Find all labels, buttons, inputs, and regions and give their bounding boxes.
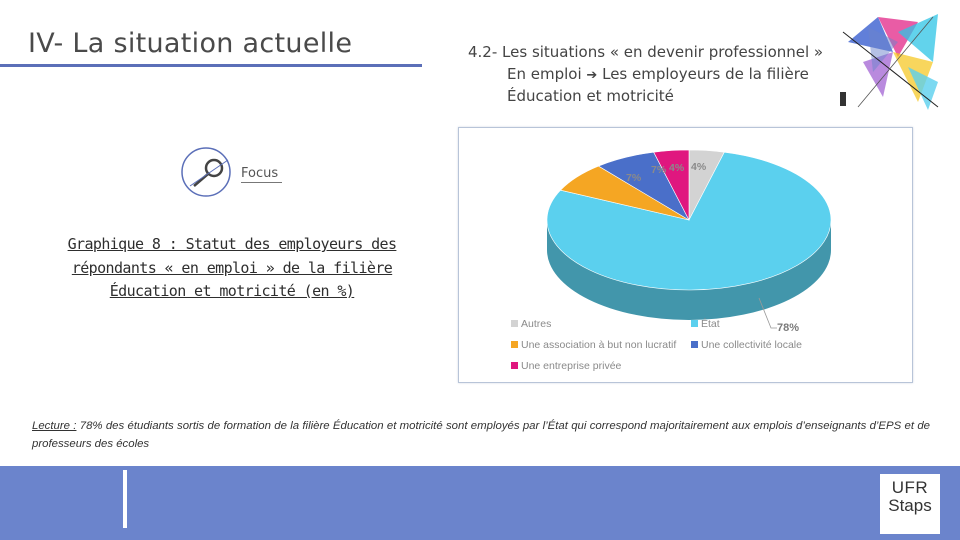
pie-slice-4	[653, 149, 690, 221]
legend-swatch-1	[691, 319, 698, 327]
legend-item-3: Une collectivité locale	[691, 339, 802, 351]
legend-item-4: Une entreprise privée	[511, 360, 621, 372]
logo-line-1: UFR	[891, 478, 929, 497]
pie-slice-side-1	[547, 220, 831, 320]
legend-item-2: Une association à but non lucratif	[511, 339, 676, 351]
subtitle-line-2-a: En emploi	[507, 64, 582, 83]
pie-data-label-4: 4%	[669, 162, 685, 174]
graph-caption-line-2: répondants « en emploi » de la filière	[71, 258, 393, 277]
legend-swatch-2	[511, 340, 518, 348]
pie-chart-canvas: 4%78%7%7% 4%	[546, 149, 832, 334]
pie-data-label-0: 4%	[691, 161, 707, 173]
legend-label-2: Une association à but non lucratif	[521, 339, 677, 351]
pie-slice-1	[546, 151, 832, 291]
graph-caption: Graphique 8 : Statut des employeurs des …	[62, 233, 402, 304]
focus-label: Focus	[241, 166, 283, 183]
focus-magnifier-icon	[181, 147, 231, 197]
pie-data-label-1: 78%	[777, 322, 799, 334]
logo-line-2: Staps	[888, 496, 932, 515]
pie-chart: 4% 78% 7% 7% 4% Autres État Une association à …	[458, 127, 913, 383]
graph-caption-line-1: Graphique 8 : Statut des employeurs des	[67, 235, 397, 253]
reading-label: Lecture :	[32, 420, 77, 432]
legend-item-1: État	[691, 318, 720, 330]
ufr-staps-logo: UFR Staps	[880, 474, 940, 534]
subtitle-line-1: 4.2- Les situations « en devenir profess…	[468, 43, 824, 61]
pie-data-label-3: 7%	[651, 164, 667, 176]
footer-divider	[123, 470, 127, 528]
reading-note: Lecture : 78% des étudiants sortis de fo…	[32, 418, 930, 453]
legend-swatch-0	[511, 319, 518, 327]
legend-label-1: État	[701, 318, 720, 330]
section-title: IV- La situation actuelle	[28, 28, 353, 59]
pie-data-label-2: 7%	[626, 172, 642, 184]
legend-swatch-3	[691, 340, 698, 348]
legend-label-0: Autres	[521, 318, 552, 330]
legend-label-3: Une collectivité locale	[701, 339, 802, 351]
legend-item-0: Autres	[511, 318, 551, 330]
legend-swatch-4	[511, 361, 518, 369]
graph-caption-line-3: Éducation et motricité (en %)	[109, 282, 355, 300]
title-rule	[0, 64, 422, 67]
subtitle-line-3: Éducation et motricité	[507, 87, 674, 105]
decorative-geometric-logo-icon	[840, 14, 939, 110]
arrow-right-icon: ➔	[586, 67, 598, 83]
reading-text: 78% des étudiants sortis de formation de…	[32, 420, 930, 450]
subtitle-line-2: En emploi ➔ Les employeurs de la filière	[468, 64, 848, 87]
subtitle-line-2-b: Les employeurs de la filière	[602, 64, 809, 83]
pie-leader-line	[758, 297, 777, 329]
footer-band	[0, 466, 960, 540]
slide-subtitle: 4.2- Les situations « en devenir profess…	[468, 42, 848, 108]
legend-label-4: Une entreprise privée	[521, 360, 622, 372]
